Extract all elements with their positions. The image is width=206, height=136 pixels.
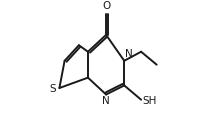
Text: S: S — [49, 84, 56, 94]
Text: N: N — [101, 96, 109, 106]
Text: O: O — [102, 1, 110, 11]
Text: N: N — [124, 50, 132, 59]
Text: SH: SH — [142, 96, 156, 106]
